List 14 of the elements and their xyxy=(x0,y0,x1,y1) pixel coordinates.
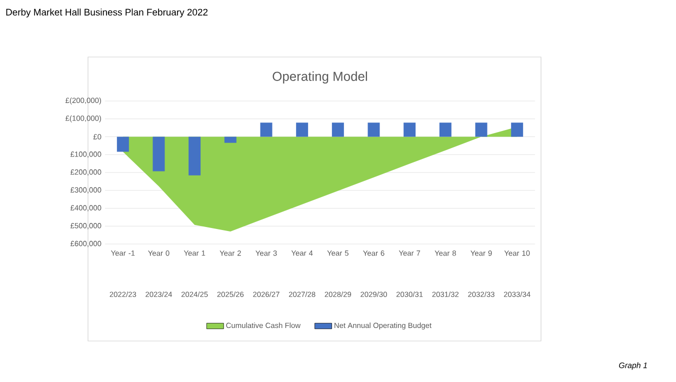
bar xyxy=(260,122,272,137)
bar xyxy=(116,136,129,152)
bar xyxy=(439,122,452,137)
text: Derby Market Hall Business Plan February 2022 xyxy=(6,8,208,18)
bar xyxy=(511,122,524,137)
bar xyxy=(404,122,416,137)
chart-title: Operating Model xyxy=(272,71,367,84)
bar xyxy=(224,136,236,143)
bar xyxy=(152,136,165,172)
bar xyxy=(296,122,308,137)
bar xyxy=(475,122,488,137)
bar xyxy=(332,122,344,137)
bar xyxy=(368,122,380,137)
bar xyxy=(188,136,201,176)
